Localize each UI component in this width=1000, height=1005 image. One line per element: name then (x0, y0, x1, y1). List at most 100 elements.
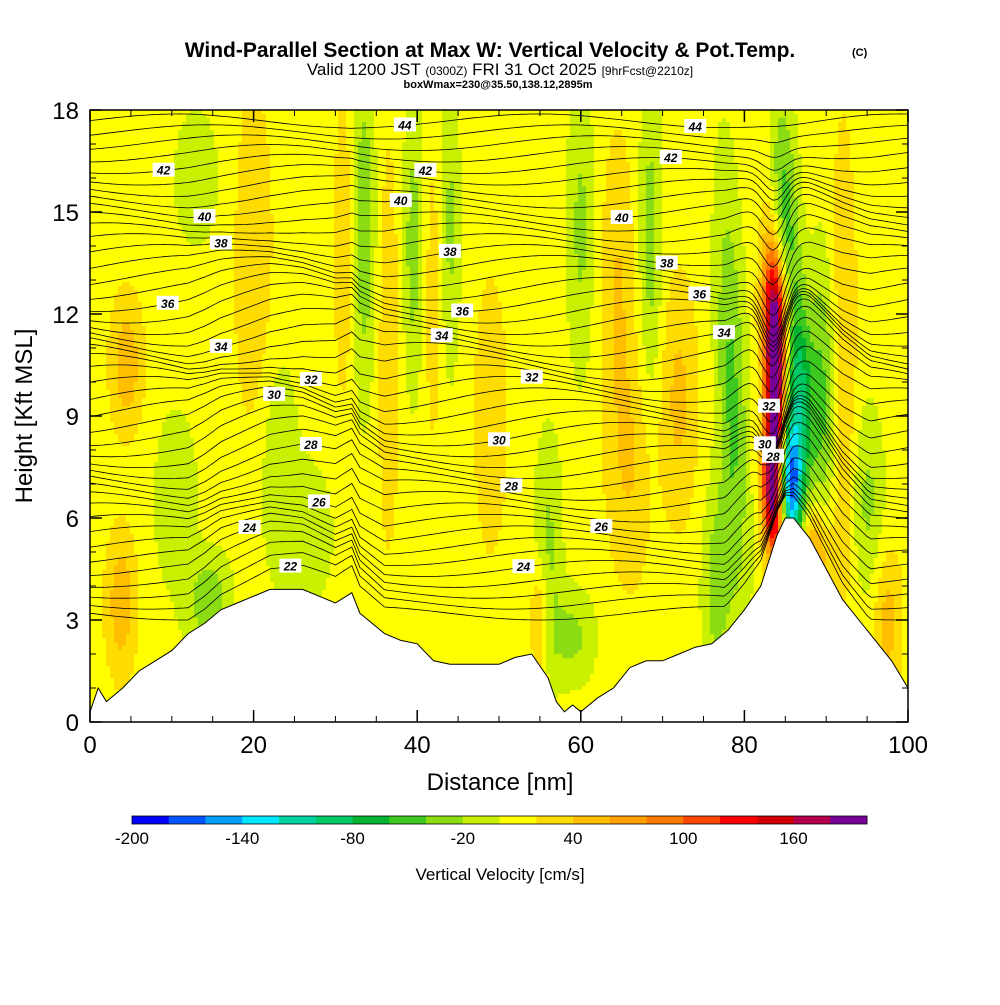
velocity-cell (790, 402, 795, 423)
velocity-cell (406, 394, 411, 722)
velocity-cell (562, 610, 567, 659)
velocity-cell (590, 674, 595, 722)
velocity-cell (334, 110, 339, 155)
velocity-cell (554, 594, 559, 655)
velocity-cell (842, 110, 847, 115)
velocity-cell (450, 386, 455, 722)
theta-contour-label-text: 38 (443, 245, 457, 259)
velocity-cell (750, 110, 755, 495)
velocity-cell (202, 114, 207, 243)
colorbar-tick-label: -140 (225, 829, 259, 848)
velocity-cell (178, 130, 183, 227)
velocity-cell (114, 294, 119, 435)
velocity-cell (394, 110, 399, 235)
velocity-cell (206, 110, 211, 119)
velocity-cell (678, 110, 683, 267)
velocity-cell (718, 386, 723, 483)
velocity-cell (582, 382, 587, 591)
velocity-cell (130, 110, 135, 287)
velocity-cell (406, 266, 411, 395)
velocity-cell (630, 594, 635, 722)
velocity-cell (346, 110, 351, 151)
velocity-cell (466, 110, 471, 722)
velocity-cell (142, 110, 147, 327)
velocity-cell (786, 426, 791, 439)
velocity-cell (390, 110, 395, 163)
valid-date: FRI 31 Oct 2025 (472, 60, 597, 79)
colorbar-swatch (499, 816, 537, 824)
velocity-cell (458, 110, 463, 151)
y-tick-label: 18 (52, 98, 79, 125)
velocity-cell (742, 406, 747, 519)
velocity-cell (538, 110, 543, 439)
velocity-cell (550, 570, 555, 695)
velocity-cell (302, 446, 307, 607)
velocity-cell (850, 110, 855, 171)
velocity-cell (330, 110, 335, 519)
theta-contour-label: 40 (193, 209, 216, 224)
theta-contour-label: 24 (512, 559, 535, 574)
velocity-cell (162, 582, 167, 722)
velocity-cell (582, 186, 587, 271)
velocity-cell (482, 290, 487, 543)
velocity-cell (182, 234, 187, 415)
velocity-cell (454, 110, 459, 363)
theta-contour-label-text: 40 (197, 210, 212, 224)
velocity-cell (118, 110, 123, 287)
velocity-cell (478, 110, 483, 311)
theta-contour-line (90, 445, 908, 545)
velocity-cell (818, 502, 823, 519)
velocity-cell (782, 498, 787, 515)
velocity-cell (494, 110, 499, 287)
velocity-cell (790, 510, 795, 519)
theta-contour-label: 38 (209, 235, 232, 250)
velocity-cell (366, 422, 371, 722)
theta-contour-label: 28 (762, 448, 784, 464)
theta-contour-label: 42 (659, 149, 682, 165)
velocity-cell (358, 142, 363, 315)
velocity-cell (474, 478, 479, 722)
velocity-cell (846, 110, 851, 131)
velocity-cell (830, 478, 835, 527)
velocity-cell (214, 110, 219, 151)
velocity-cell (650, 378, 655, 722)
velocity-cell (734, 270, 739, 379)
velocity-cell (782, 170, 787, 219)
velocity-cell (818, 222, 823, 295)
velocity-cell (786, 458, 791, 479)
theta-contour-label: 38 (655, 255, 678, 271)
theta-contour-line (90, 173, 908, 201)
theta-contour-line (90, 124, 908, 144)
velocity-cell (638, 386, 643, 583)
velocity-cell (406, 110, 411, 223)
velocity-cell (774, 266, 779, 279)
velocity-cell (802, 338, 807, 371)
theta-contour-line (90, 345, 908, 422)
velocity-cell (622, 590, 627, 722)
velocity-cell (662, 110, 667, 351)
velocity-cell (686, 518, 691, 722)
velocity-cell (550, 422, 555, 523)
velocity-cell (722, 118, 727, 239)
velocity-cell (786, 110, 791, 131)
velocity-cell (762, 262, 767, 287)
velocity-cell (558, 110, 563, 463)
velocity-cell (558, 462, 563, 607)
velocity-cell (702, 110, 707, 519)
velocity-cell (714, 110, 719, 147)
velocity-cell (762, 234, 767, 263)
velocity-cell (810, 506, 815, 519)
velocity-cell (130, 330, 135, 403)
theta-contour-label-text: 36 (693, 287, 707, 301)
velocity-cell (566, 110, 571, 139)
colorbar-swatch (756, 816, 794, 824)
velocity-cell (818, 482, 823, 503)
velocity-cell (434, 422, 439, 722)
velocity-cell (766, 454, 771, 503)
velocity-cell (626, 110, 631, 163)
velocity-cell (578, 174, 583, 283)
theta-contour-line (90, 487, 908, 599)
velocity-cell (814, 226, 819, 299)
velocity-cell (674, 110, 679, 267)
velocity-cell (514, 110, 519, 722)
